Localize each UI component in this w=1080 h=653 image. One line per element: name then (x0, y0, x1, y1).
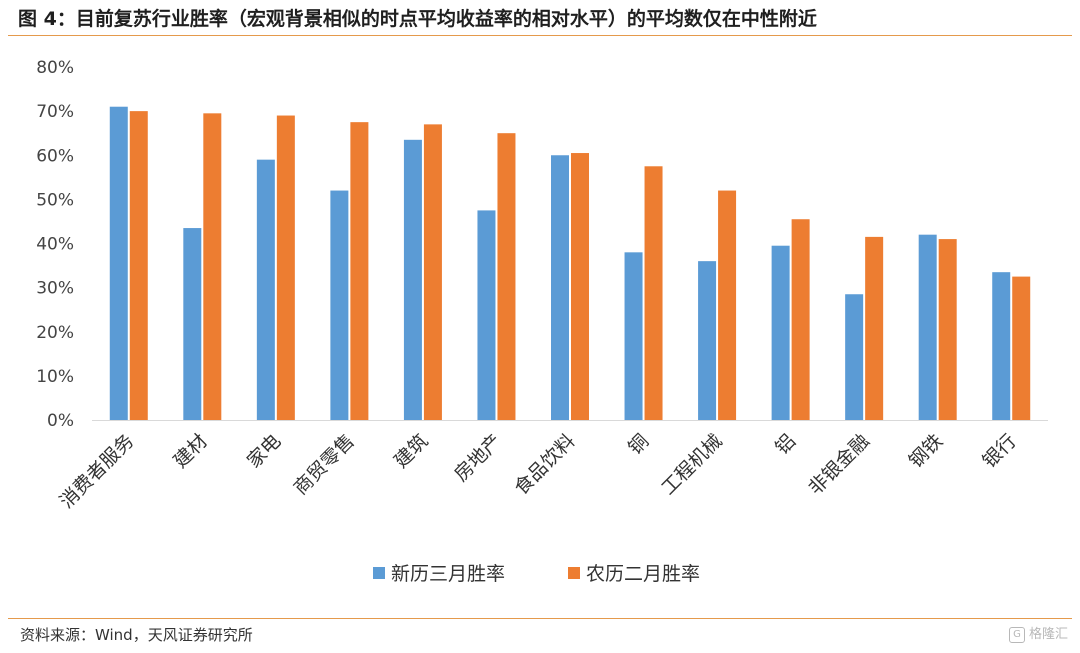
top-rule (8, 35, 1072, 36)
bottom-rule (8, 618, 1072, 619)
legend-swatch (373, 567, 385, 579)
bar-chart: 0% 10% 20% 30% 40% 50% 60% 70% 80% 消费者服务 建材 家电 商贸零售… (36, 58, 1048, 585)
bar-series1 (403, 139, 422, 420)
watermark-text: 格隆汇 (1028, 627, 1068, 642)
chart-title: 图 4：目前复苏行业胜率（宏观背景相似的时点平均收益率的相对水平）的平均数仅在中… (18, 8, 817, 30)
x-category-label: 钢铁 (905, 430, 947, 472)
x-category-label: 铜 (624, 430, 653, 459)
x-category-label: 建筑 (390, 430, 432, 472)
bar-series1 (698, 261, 717, 420)
x-category-label: 房地产 (450, 430, 506, 486)
bar-series2 (718, 190, 737, 420)
bar-series2 (276, 115, 295, 420)
x-category-label: 工程机械 (657, 430, 726, 499)
bar-series2 (865, 236, 884, 420)
y-tick-label: 70% (36, 102, 74, 122)
bar-series1 (992, 272, 1011, 420)
x-category-label: 商贸零售 (290, 430, 359, 499)
legend: 新历三月胜率 农历二月胜率 (373, 563, 700, 585)
bar-series2 (203, 113, 222, 421)
bar-series2 (129, 111, 148, 420)
bar-series2 (1012, 276, 1031, 420)
bar-series1 (845, 294, 864, 420)
y-tick-label: 30% (36, 279, 74, 299)
watermark-logo-icon: G (1008, 627, 1025, 643)
y-tick-label: 60% (36, 146, 74, 166)
y-tick-label: 40% (36, 235, 74, 255)
bar-series1 (551, 155, 569, 420)
bar-series2 (938, 239, 957, 420)
bar-series1 (477, 210, 496, 420)
bar-series1 (330, 190, 349, 420)
bar-series2 (791, 219, 810, 420)
y-axis: 0% 10% 20% 30% 40% 50% 60% 70% 80% (36, 58, 74, 431)
bar-series1 (109, 106, 128, 421)
x-category-label: 银行 (978, 430, 1020, 472)
x-category-label: 建材 (169, 430, 211, 472)
bar-series1 (183, 228, 202, 420)
y-tick-label: 0% (47, 411, 74, 431)
x-axis-labels: 消费者服务 建材 家电 商贸零售 建筑 房地产 食品饮料 铜工程机械 铝非银金融 钢铁 银行 (56, 430, 1021, 513)
bar-series2 (644, 166, 663, 420)
bar-series2 (350, 122, 369, 420)
x-category-label: 家电 (243, 430, 285, 472)
legend-label: 新历三月胜率 (391, 563, 505, 585)
x-category-label: 铝 (771, 430, 800, 459)
x-category-label: 消费者服务 (56, 430, 139, 513)
legend-swatch (568, 567, 580, 579)
bar-series1 (771, 245, 790, 420)
bar-series2 (423, 124, 442, 421)
y-tick-label: 20% (36, 323, 74, 343)
legend-label: 农历二月胜率 (586, 563, 700, 585)
y-tick-label: 10% (36, 367, 74, 387)
bar-series1 (624, 252, 643, 420)
bars (109, 106, 1031, 421)
x-category-label: 食品饮料 (510, 430, 579, 499)
source-note: 资料来源：Wind，天风证券研究所 (20, 626, 253, 644)
x-category-label: 非银金融 (804, 430, 873, 499)
bar-series1 (256, 159, 275, 420)
y-tick-label: 80% (36, 58, 74, 78)
y-tick-label: 50% (36, 190, 74, 210)
bar-series2 (571, 153, 589, 420)
bar-series1 (918, 234, 937, 420)
bar-series2 (497, 133, 516, 420)
watermark: G 格隆汇 (1008, 624, 1068, 646)
